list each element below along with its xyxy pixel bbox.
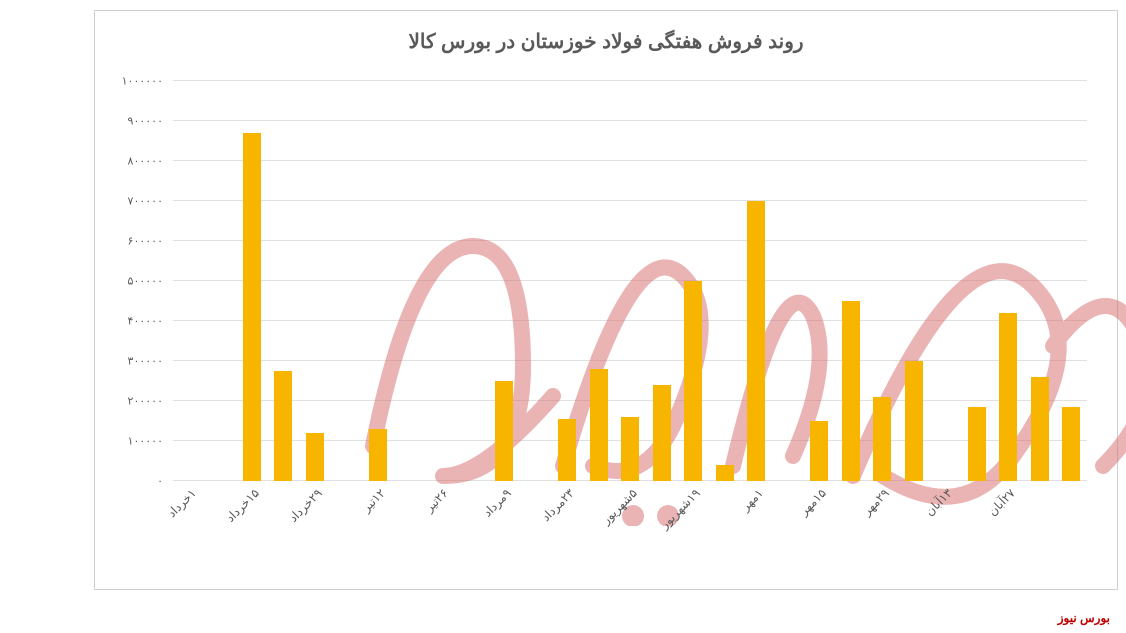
y-tick: ۶۰۰۰۰۰ (95, 235, 163, 248)
bar (1031, 377, 1049, 481)
x-axis: ۱خرداد۱۵خرداد۲۹خرداد۱۲تیر۲۶تیر۹مرداد۲۳مر… (173, 486, 1087, 576)
bar (747, 201, 765, 481)
bar (243, 133, 261, 481)
x-label (1071, 486, 1126, 550)
x-label (1040, 486, 1104, 550)
bar (306, 433, 324, 481)
chart-container: روند فروش هفتگی فولاد خوزستان در بورس کا… (94, 10, 1118, 590)
bar (590, 369, 608, 481)
y-tick: ۰ (95, 475, 163, 488)
y-tick: ۵۰۰۰۰۰ (95, 275, 163, 288)
bar (905, 361, 923, 481)
bar (968, 407, 986, 481)
bars (173, 81, 1087, 481)
bar (810, 421, 828, 481)
y-tick: ۱۰۰۰۰۰۰ (95, 75, 163, 88)
bar (621, 417, 639, 481)
bar (558, 419, 576, 481)
y-tick: ۳۰۰۰۰۰ (95, 355, 163, 368)
bar (684, 281, 702, 481)
bar (716, 465, 734, 481)
bar (274, 371, 292, 481)
y-tick: ۱۰۰۰۰۰ (95, 435, 163, 448)
bar (369, 429, 387, 481)
bar (653, 385, 671, 481)
plot-area (173, 81, 1087, 481)
y-tick: ۲۰۰۰۰۰ (95, 395, 163, 408)
y-tick: ۸۰۰۰۰۰ (95, 155, 163, 168)
chart-title: روند فروش هفتگی فولاد خوزستان در بورس کا… (95, 11, 1117, 64)
y-tick: ۷۰۰۰۰۰ (95, 195, 163, 208)
y-axis: ۰۱۰۰۰۰۰۲۰۰۰۰۰۳۰۰۰۰۰۴۰۰۰۰۰۵۰۰۰۰۰۶۰۰۰۰۰۷۰۰… (95, 81, 169, 481)
y-tick: ۹۰۰۰۰۰ (95, 115, 163, 128)
bar (495, 381, 513, 481)
y-tick: ۴۰۰۰۰۰ (95, 315, 163, 328)
bar (1062, 407, 1080, 481)
bar (873, 397, 891, 481)
bar (999, 313, 1017, 481)
footer-credit: بورس نیوز (1058, 611, 1110, 625)
bar (842, 301, 860, 481)
x-label: ۲۷آبان (1008, 486, 1072, 550)
